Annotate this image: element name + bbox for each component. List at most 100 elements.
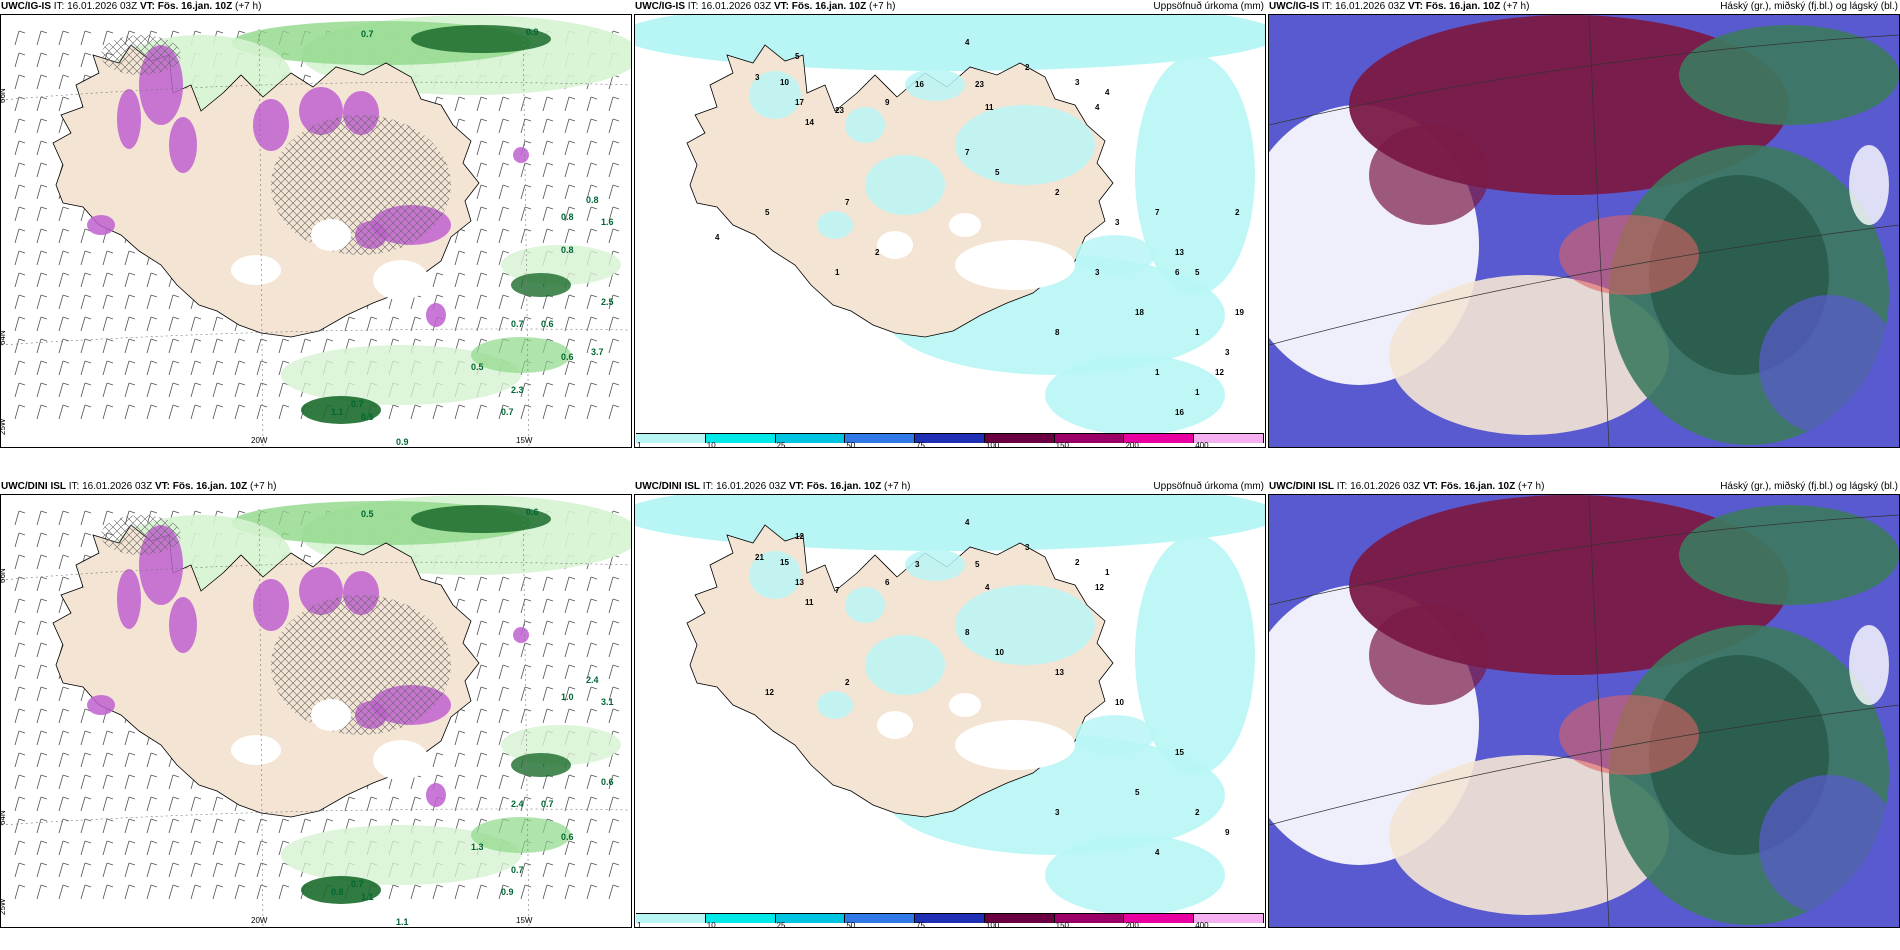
wind-barb-flag (18, 730, 26, 734)
wind-barb-flag (458, 404, 466, 408)
vt-label: VT: (139, 1, 155, 12)
wind-barb-flag (502, 96, 510, 100)
wind-barb-flag (568, 404, 576, 408)
wind-barb (542, 708, 548, 724)
wind-barb (14, 382, 20, 398)
wind-barb-flag (590, 382, 598, 386)
wind-barb-flag (40, 554, 48, 558)
wind-barb (498, 316, 504, 332)
wind-barb (564, 708, 570, 724)
wind-barb (80, 818, 86, 834)
wind-barb-flag (524, 686, 532, 690)
wind-barb-flag (128, 404, 136, 408)
wind-barb (498, 140, 504, 156)
wind-barb-flag (106, 796, 114, 800)
wind-barb (146, 752, 152, 768)
precip-area (905, 549, 965, 581)
wind-barb-flag (62, 338, 70, 342)
map-panel-2: UWC/IG-IS IT: 16.01.2026 03Z VT: Fös. 16… (634, 0, 1266, 448)
wind-barb-flag (172, 510, 180, 514)
wind-barb-flag (568, 576, 576, 580)
precip-area (511, 753, 571, 777)
wind-barb-flag (84, 294, 92, 298)
axis-label: 64N (1, 330, 7, 345)
value-label: 18 (1135, 308, 1144, 317)
wind-barb-flag (480, 404, 488, 408)
snow-area (117, 569, 141, 629)
it-label: IT: (687, 1, 699, 12)
colorbar-tick: 10 (706, 921, 716, 928)
wind-barb-flag (502, 642, 510, 646)
wind-barb-flag (172, 862, 180, 866)
wind-barb (14, 140, 20, 156)
wind-barb (432, 884, 438, 900)
precip-area (281, 825, 521, 885)
wind-barb (14, 774, 20, 790)
wind-barb (256, 382, 262, 398)
wind-barb (36, 250, 42, 266)
map-frame (1268, 14, 1900, 448)
wind-barb-flag (18, 74, 26, 78)
wind-barb-flag (612, 360, 620, 364)
wind-barb (542, 576, 548, 592)
wind-barb (322, 338, 328, 354)
wind-barb (278, 884, 284, 900)
colorbar-swatch (775, 434, 846, 443)
wind-barb-flag (194, 796, 202, 800)
wind-barb (388, 796, 394, 812)
wind-barb (212, 862, 218, 878)
wind-barb (14, 576, 20, 592)
wind-barb-flag (40, 338, 48, 342)
wind-barb (564, 96, 570, 112)
wind-barb-flag (458, 884, 466, 888)
wind-barb-flag (524, 404, 532, 408)
value-label: 0.8 (561, 212, 574, 222)
wind-barb-flag (612, 184, 620, 188)
wind-barb-flag (62, 796, 70, 800)
value-label: 2.5 (601, 297, 614, 307)
wind-barb (498, 118, 504, 134)
value-label: 15 (780, 558, 789, 567)
wind-barb-flag (590, 360, 598, 364)
wind-barb (410, 884, 416, 900)
wind-barb (58, 774, 64, 790)
wind-barb (498, 250, 504, 266)
wind-barb-flag (502, 118, 510, 122)
precip-area (411, 25, 551, 53)
wind-barb (36, 140, 42, 156)
wind-barb (14, 52, 20, 68)
wind-barb (608, 74, 614, 90)
panel-header: UWC/IG-IS IT: 16.01.2026 03Z VT: Fös. 16… (634, 0, 1266, 14)
hatched-area (271, 595, 451, 735)
wind-barb (520, 642, 526, 658)
colorbar-swatch (1124, 434, 1195, 443)
wind-barb (542, 404, 548, 420)
value-label: 2 (1055, 188, 1060, 197)
wind-barb-flag (40, 96, 48, 100)
wind-barb-flag (62, 884, 70, 888)
wind-barb (278, 818, 284, 834)
wind-barb (564, 664, 570, 680)
value-label: 0.6 (561, 832, 574, 842)
wind-barb-flag (238, 30, 246, 34)
wind-barb-flag (436, 576, 444, 580)
wind-barb (498, 664, 504, 680)
wind-barb-flag (590, 840, 598, 844)
value-label: 4 (1095, 103, 1100, 112)
wind-barb (58, 228, 64, 244)
wind-barb (476, 664, 482, 680)
wind-barb-flag (612, 118, 620, 122)
wind-barb (542, 316, 548, 332)
wind-barb-flag (502, 884, 510, 888)
wind-barb (80, 774, 86, 790)
wind-barb-flag (84, 316, 92, 320)
wind-barb (80, 532, 86, 548)
value-label: 3 (1075, 78, 1080, 87)
value-label: 0.7 (351, 879, 364, 889)
wind-barb (454, 796, 460, 812)
value-label: 1 (835, 268, 840, 277)
colorbar-tick: 75 (916, 441, 926, 448)
wind-barb-flag (40, 576, 48, 580)
wind-barb (14, 510, 20, 526)
wind-barb (124, 316, 130, 332)
